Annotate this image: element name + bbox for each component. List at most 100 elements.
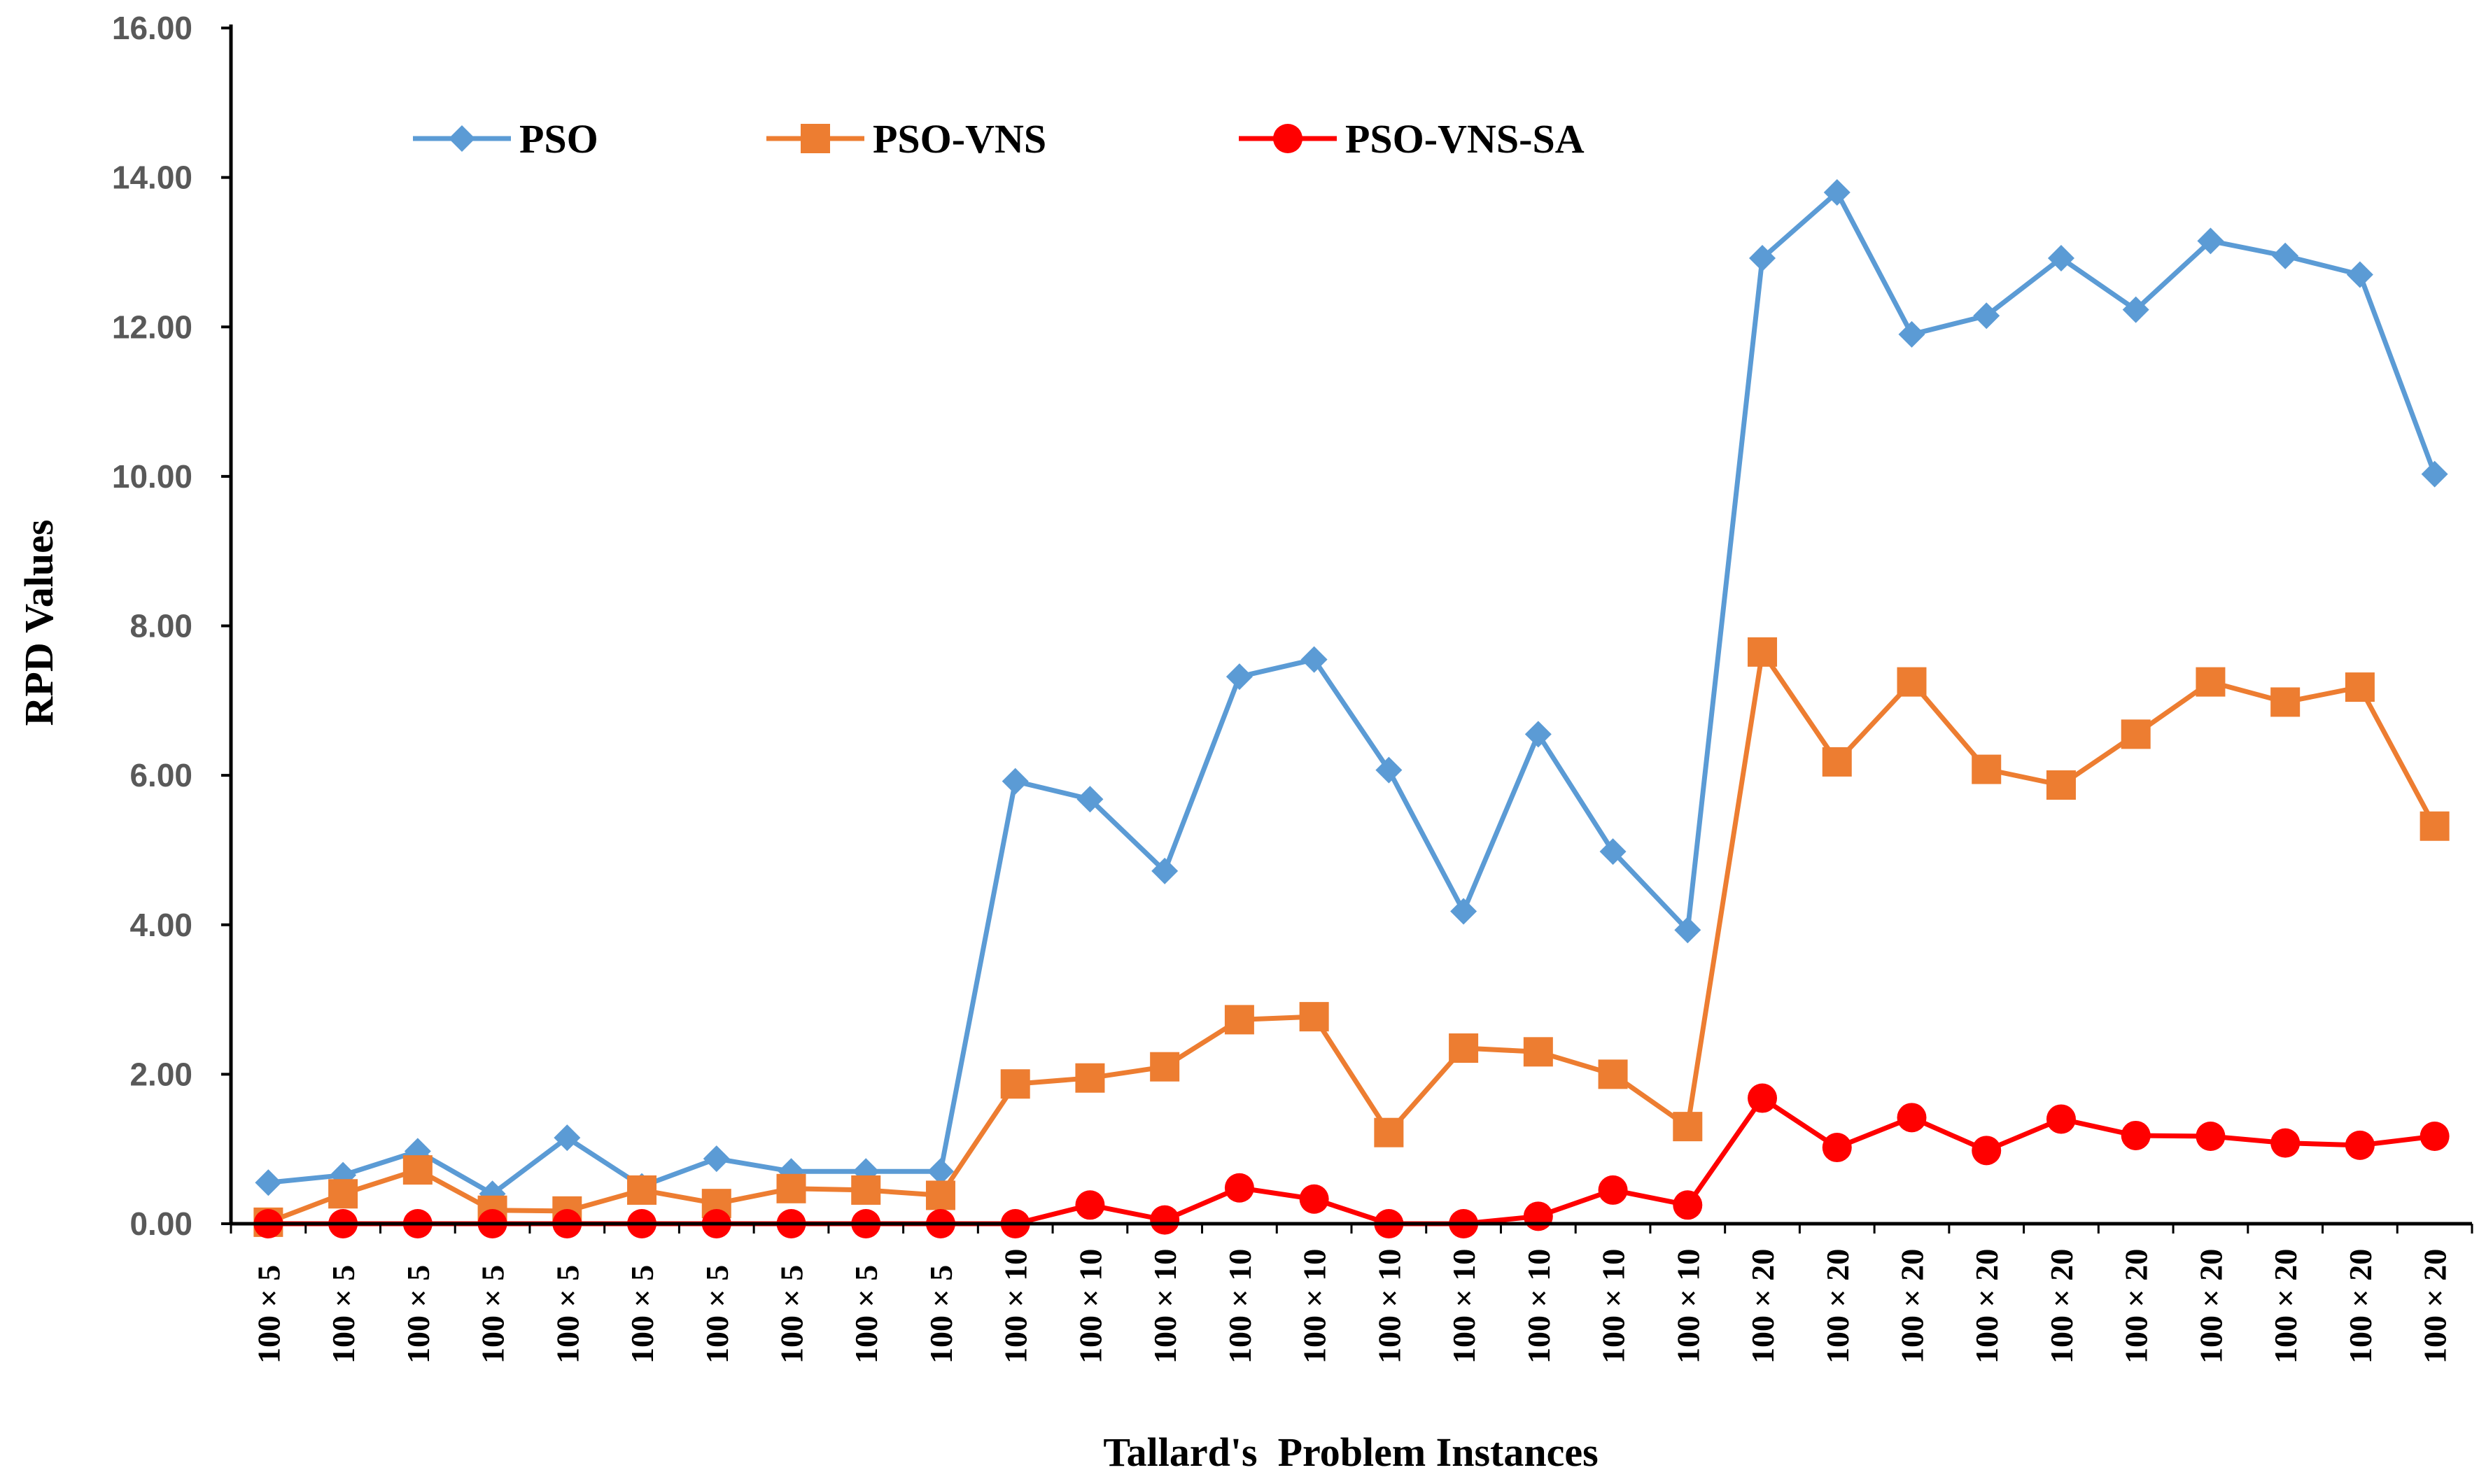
data-point-pso — [927, 1158, 954, 1185]
data-point-pso-vns — [1075, 1063, 1105, 1093]
data-point-pso-vns — [1897, 667, 1927, 697]
data-point-pso-vns — [776, 1173, 806, 1203]
data-point-pso — [1450, 898, 1477, 925]
data-point-pso — [2272, 242, 2299, 269]
data-point-pso-vns-sa — [1598, 1175, 1628, 1205]
legend-marker-pso — [449, 125, 475, 152]
data-point-pso-vns — [1449, 1033, 1479, 1063]
legend-label-pso-vns-sa: PSO-VNS-SA — [1345, 116, 1585, 162]
plot-area — [253, 178, 2450, 1238]
data-point-pso — [2346, 261, 2373, 288]
legend-label-pso-vns: PSO-VNS — [873, 116, 1046, 162]
data-point-pso-vns — [402, 1155, 433, 1185]
data-point-pso — [1300, 646, 1328, 673]
x-tick-label: 100 × 20 — [1820, 1249, 1855, 1364]
axes: 0.00 2.00 4.00 6.00 8.00 10.00 12.00 14.00 16.00… — [112, 10, 2473, 1364]
x-tick-label: 100 × 10 — [1222, 1249, 1258, 1364]
x-tick-label: 100 × 10 — [1670, 1249, 1706, 1364]
x-tick-label: 100 × 10 — [1371, 1249, 1407, 1364]
data-point-pso-vns-sa — [2196, 1122, 2226, 1152]
data-point-pso-vns — [925, 1180, 955, 1210]
data-point-pso — [255, 1169, 282, 1196]
x-tick-label: 100 × 5 — [251, 1265, 286, 1364]
data-point-pso-vns-sa — [2121, 1120, 2151, 1150]
y-tick-label: 0.00 — [129, 1206, 192, 1242]
y-tick-label: 12.00 — [112, 309, 192, 345]
data-point-pso-vns-sa — [2345, 1130, 2375, 1160]
data-point-pso-vns — [2196, 667, 2226, 697]
y-axis-title: RPD Values — [16, 520, 62, 726]
x-tick-label: 100 × 20 — [1969, 1249, 2004, 1364]
x-tick-label: 100 × 10 — [1596, 1249, 1631, 1364]
x-tick-label: 100 × 10 — [1446, 1249, 1482, 1364]
data-point-pso — [1749, 244, 1776, 271]
data-point-pso — [2421, 460, 2448, 488]
data-point-pso-vns — [2270, 687, 2301, 717]
x-tick-label: 100 × 10 — [1297, 1249, 1333, 1364]
data-point-pso-vns-sa — [1673, 1190, 1703, 1220]
data-point-pso-vns — [1224, 1005, 1254, 1035]
y-tick-label: 16.00 — [112, 10, 192, 46]
y-tick-label: 4.00 — [129, 907, 192, 943]
x-tick-label: 100 × 20 — [2268, 1249, 2303, 1364]
y-tick-label: 6.00 — [129, 757, 192, 793]
x-tick-label: 100 × 10 — [998, 1249, 1034, 1364]
data-point-pso-vns-sa — [1897, 1103, 1927, 1133]
data-point-pso-vns — [1673, 1112, 1703, 1142]
x-tick-label: 100 × 5 — [923, 1265, 959, 1364]
data-point-pso-vns — [2420, 811, 2450, 841]
data-point-pso-vns — [851, 1175, 881, 1205]
data-point-pso — [554, 1124, 581, 1152]
x-tick-label: 100 × 20 — [2343, 1249, 2378, 1364]
data-point-pso — [1226, 663, 1253, 691]
data-point-pso-vns-sa — [1075, 1190, 1105, 1220]
x-tick-label: 100 × 10 — [1147, 1249, 1183, 1364]
x-tick-label: 100 × 5 — [400, 1265, 436, 1364]
data-point-pso-vns-sa — [2046, 1104, 2076, 1134]
legend-marker-pso-vns — [801, 124, 830, 153]
data-point-pso-vns — [1000, 1069, 1030, 1099]
data-point-pso — [2047, 244, 2074, 271]
data-point-pso — [1151, 857, 1179, 884]
data-point-pso — [1823, 178, 1851, 206]
x-tick-label: 100 × 5 — [325, 1265, 361, 1364]
data-point-pso — [1674, 917, 1701, 944]
x-tick-label: 100 × 5 — [774, 1265, 810, 1364]
data-point-pso — [703, 1145, 730, 1173]
x-tick-label: 100 × 20 — [2193, 1249, 2228, 1364]
legend-label-pso: PSO — [519, 116, 598, 162]
data-point-pso — [2197, 227, 2224, 255]
data-point-pso-vns — [1299, 1002, 1329, 1032]
data-point-pso-vns — [1748, 637, 1778, 667]
data-point-pso-vns-sa — [1972, 1136, 2002, 1166]
y-tick-label: 2.00 — [129, 1056, 192, 1092]
data-point-pso-vns — [1374, 1117, 1404, 1147]
x-tick-label: 100 × 10 — [1521, 1249, 1557, 1364]
series-line-pso-vns — [267, 649, 2437, 1225]
data-point-pso — [1524, 721, 1552, 748]
data-point-pso — [1973, 302, 2000, 330]
legend: PSO PSO-VNS PSO-VNS-SA — [413, 116, 1585, 162]
data-point-pso-vns — [1598, 1059, 1628, 1089]
data-point-pso-vns-sa — [1150, 1205, 1180, 1235]
data-point-pso-vns-sa — [2420, 1122, 2450, 1152]
x-tick-label: 100 × 20 — [1895, 1249, 1930, 1364]
x-tick-label: 100 × 5 — [475, 1265, 511, 1364]
data-point-pso-vns — [2046, 770, 2076, 800]
legend-marker-pso-vns-sa — [1273, 124, 1302, 153]
data-point-pso-vns-sa — [1822, 1133, 1852, 1163]
x-tick-label: 100 × 20 — [2044, 1249, 2079, 1364]
x-tick-label: 100 × 5 — [699, 1265, 735, 1364]
data-point-pso — [1375, 756, 1403, 784]
x-tick-label: 100 × 20 — [1745, 1249, 1781, 1364]
data-point-pso-vns — [1150, 1052, 1180, 1082]
data-point-pso — [1599, 838, 1627, 865]
data-point-pso-vns-sa — [1748, 1083, 1778, 1113]
data-point-pso-vns — [627, 1175, 657, 1205]
data-point-pso-vns — [1972, 754, 2002, 784]
x-tick-label: 100 × 5 — [848, 1265, 884, 1364]
data-point-pso-vns — [1523, 1037, 1553, 1067]
data-point-pso-vns-sa — [1224, 1173, 1254, 1203]
x-tick-label: 100 × 20 — [2417, 1249, 2453, 1364]
